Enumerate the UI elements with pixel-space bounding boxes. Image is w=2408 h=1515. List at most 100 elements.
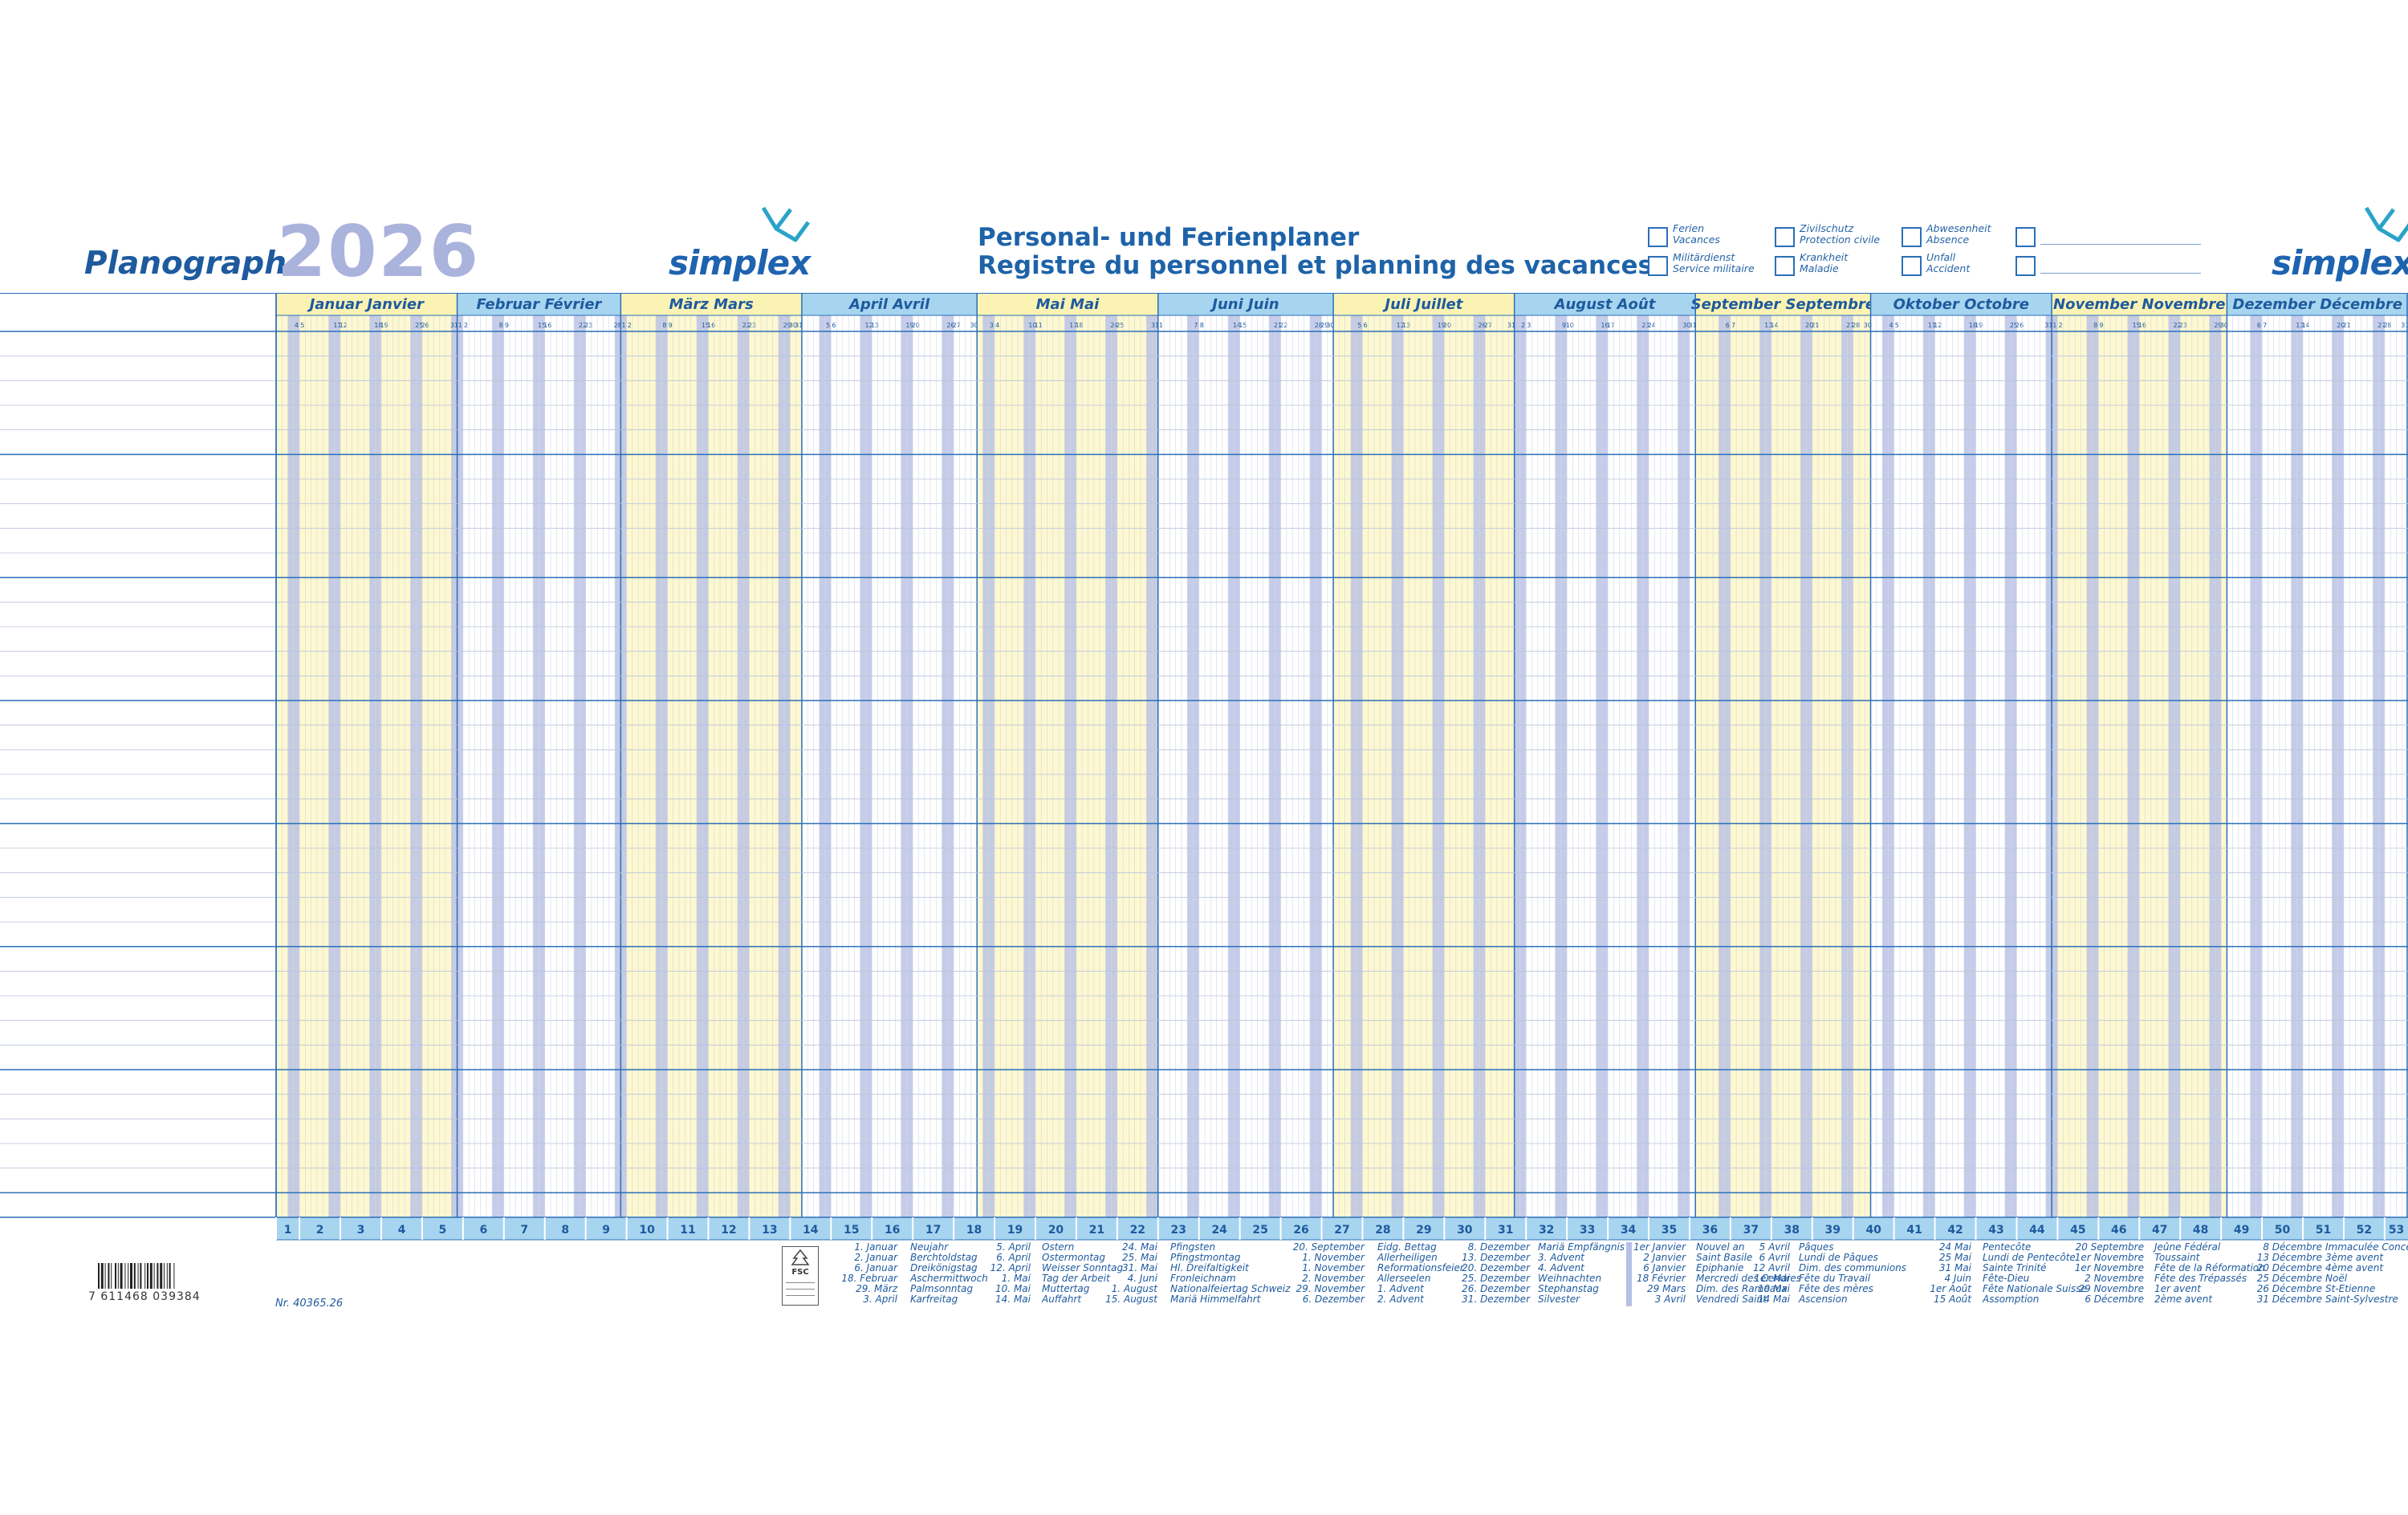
month-header [457,293,621,315]
week-number: 7 [520,1224,528,1237]
barcode-bar [124,1263,126,1289]
barcode-bar [100,1263,104,1289]
holiday-names: Nouvel an Saint Basile Epiphanie Mercred… [1696,1241,1801,1305]
day-number: 24 [1110,322,1118,329]
weekend-stripe [1724,315,1731,1217]
week-number: 19 [1007,1224,1023,1237]
weekend-stripe [1391,315,1398,1217]
weekend-stripe [2174,315,2181,1217]
weekend-stripe [1397,315,1404,1217]
day-number: 9 [669,322,673,329]
legend-item-unfall[interactable]: Unfall Accident [1902,252,2022,278]
month-header [1157,293,1334,315]
day-number: 26 [1479,322,1487,329]
month-header [801,293,978,315]
weekend-stripe [860,315,866,1217]
barcode-bar [104,1263,106,1289]
week-number: 9 [602,1224,610,1237]
week-number: 30 [1457,1224,1473,1237]
month-header [1695,293,1871,315]
day-number: 23 [748,322,756,329]
week-number-bar [276,1217,2408,1240]
day-number: 31 [1507,322,1515,329]
day-number: 25 [1116,322,1124,329]
legend-item-abwesenheit[interactable]: Abwesenheit Absence [1902,223,2022,249]
weekend-stripe [1678,315,1684,1217]
barcode-bar [147,1263,148,1289]
week-number: 4 [398,1224,406,1237]
weekend-stripe [1923,315,1930,1217]
day-number: 28 [1852,322,1860,329]
legend-item-custom-1[interactable] [2015,225,2201,249]
day-number: 18 [374,322,382,329]
holiday-dates: 5. April 6. April 12. April 1. Mai 10. M… [990,1241,1031,1305]
checkbox[interactable] [1902,227,1922,247]
weekend-stripe [1519,315,1527,1217]
weekend-stripe [1309,315,1316,1217]
barcode-bar [115,1263,116,1289]
day-number: 25 [415,322,423,329]
weekend-stripe [982,315,989,1217]
weekend-stripe [615,315,621,1217]
day-number: 1 [621,322,625,329]
legend-item-custom-2[interactable] [2015,254,2201,278]
weekend-stripe [865,315,872,1217]
day-number: 7 [1731,322,1735,329]
legend-item-militaerdienst[interactable]: Militärdienst Service militaire [1648,252,1768,278]
weekend-stripe [451,315,458,1217]
week-number: 28 [1375,1224,1390,1237]
week-number: 47 [2152,1224,2167,1237]
legend-item-krankheit[interactable]: Krankheit Maladie [1775,252,1895,278]
holiday-dates: 24 Mai 25 Mai 31 Mai 4 Juin 1er Août 15 … [1930,1241,1971,1305]
checkbox[interactable] [1648,227,1668,247]
week-number: 18 [966,1224,982,1237]
day-number: 29 [783,322,791,329]
day-number: 4 [295,322,299,329]
checkbox[interactable] [1648,256,1668,276]
weekend-stripe [743,315,750,1217]
day-number: 18 [1969,322,1977,329]
month-header [1870,293,2052,315]
day-number: 13 [1764,322,1772,329]
weekend-stripe [533,315,539,1217]
checkbox[interactable] [2015,227,2036,247]
day-number: 17 [1069,322,1077,329]
day-number: 30 [1682,322,1690,329]
write-in-line[interactable] [2040,244,2201,245]
weekend-stripe [1596,315,1602,1217]
legend-item-zivilschutz[interactable]: Zivilschutz Protection civile [1775,223,1895,249]
week-number: 10 [639,1224,655,1237]
day-number: 26 [2015,322,2024,329]
week-number: 17 [925,1224,941,1237]
week-number: 32 [1539,1224,1554,1237]
day-number: 12 [1397,322,1405,329]
week-number: 39 [1825,1224,1841,1237]
day-number: 8 [2093,322,2097,329]
holiday-dates: 20 Septembre 1er Novembre 1er Novembre 2… [2074,1241,2144,1305]
week-number: 42 [1947,1224,1963,1237]
weekend-stripe [778,315,785,1217]
holiday-dates: 20. September 1. November 1. November 2.… [1292,1241,1365,1305]
write-in-line[interactable] [2040,273,2201,274]
checkbox[interactable] [1902,256,1922,276]
checkbox[interactable] [1775,256,1795,276]
weekend-stripe [2133,315,2140,1217]
day-number: 12 [1934,322,1942,329]
weekend-stripe [1514,315,1520,1217]
weekend-stripe [2127,315,2133,1217]
brand-logo-right: simplex [2272,205,2408,285]
barcode-bar [157,1263,159,1289]
day-number: 31 [2401,322,2408,329]
week-number: 48 [2193,1224,2208,1237]
legend-item-ferien[interactable]: Ferien Vacances [1648,223,1768,249]
weekend-stripe [492,315,498,1217]
holiday-dates: 24. Mai 25. Mai 31. Mai 4. Juni 1. Augus… [1105,1241,1157,1305]
weekend-stripe [1187,315,1194,1217]
weekend-stripe [1350,315,1357,1217]
weekend-stripe [1601,315,1609,1217]
month-name: Mai Mai [1036,296,1100,313]
checkbox[interactable] [2015,256,2036,276]
checkbox[interactable] [1775,227,1795,247]
weekend-stripe [1683,315,1690,1217]
